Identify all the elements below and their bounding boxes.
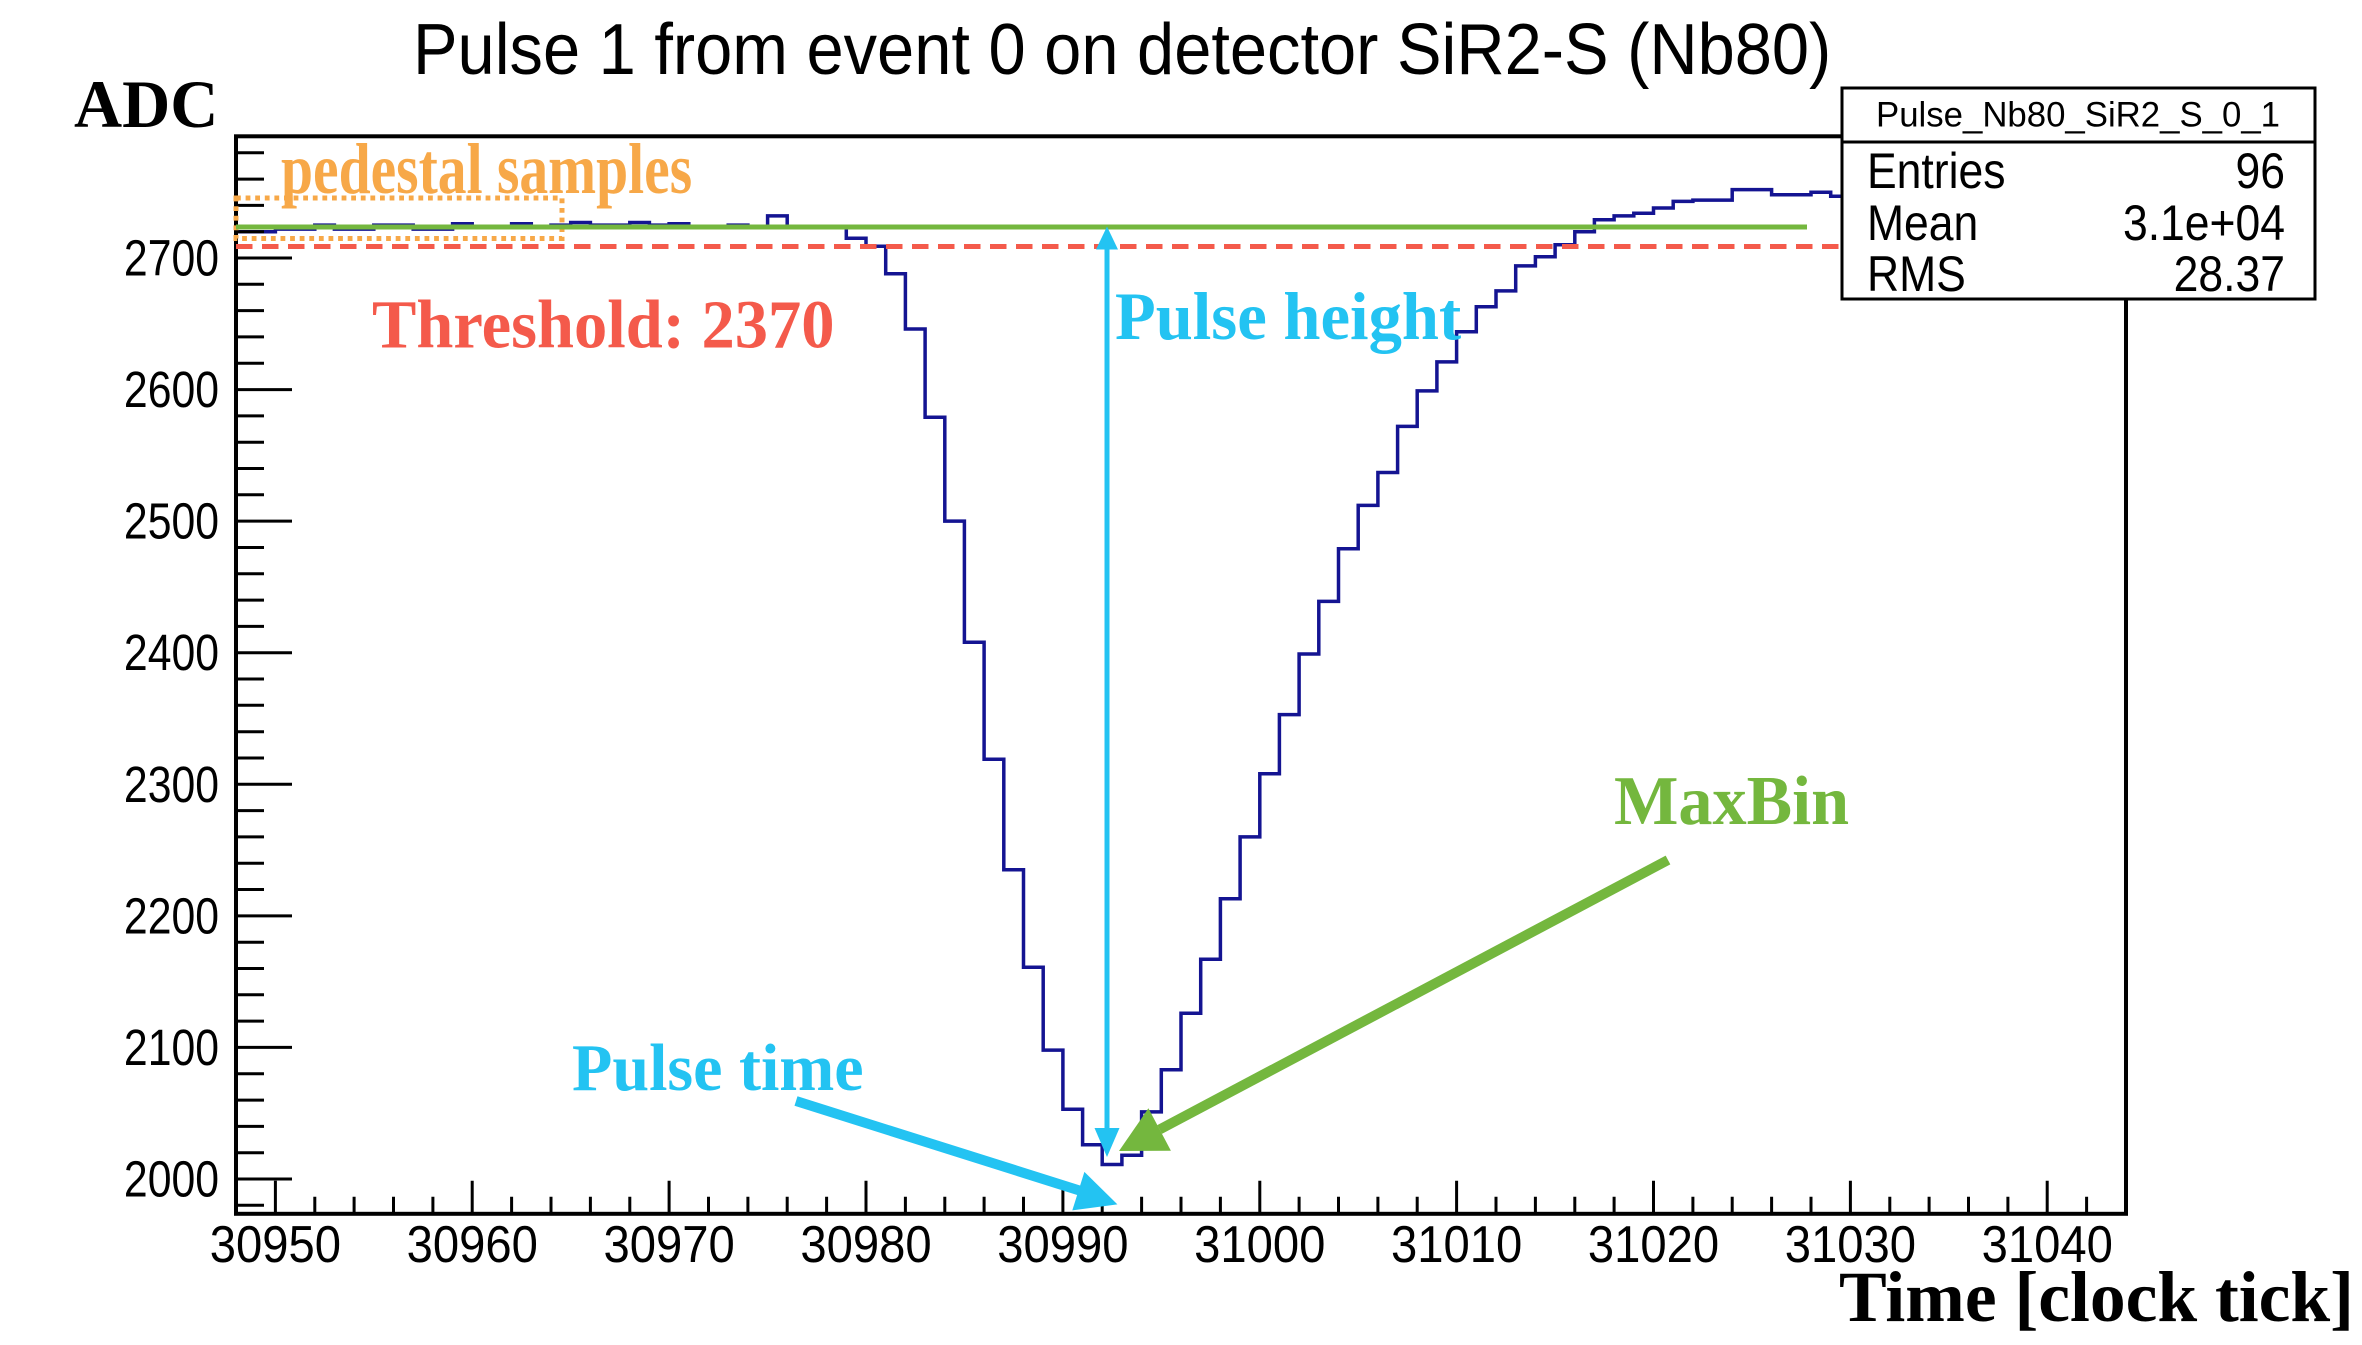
svg-text:3.1e+04: 3.1e+04 bbox=[2123, 196, 2285, 252]
svg-text:2500: 2500 bbox=[124, 492, 219, 549]
svg-text:31040: 31040 bbox=[1982, 1215, 2113, 1274]
svg-text:96: 96 bbox=[2236, 144, 2285, 200]
svg-text:pedestal samples: pedestal samples bbox=[281, 130, 692, 210]
svg-text:2400: 2400 bbox=[124, 624, 219, 681]
svg-text:Mean: Mean bbox=[1867, 196, 1978, 252]
svg-text:Pulse 1 from event 0 on detect: Pulse 1 from event 0 on detector SiR2-S … bbox=[413, 9, 1831, 90]
svg-text:Pulse_Nb80_SiR2_S_0_1: Pulse_Nb80_SiR2_S_0_1 bbox=[1876, 95, 2280, 134]
svg-text:31020: 31020 bbox=[1588, 1215, 1719, 1274]
svg-text:2000: 2000 bbox=[124, 1150, 219, 1207]
svg-text:30980: 30980 bbox=[800, 1215, 931, 1274]
svg-text:28.37: 28.37 bbox=[2174, 247, 2285, 303]
svg-text:Time [clock tick]: Time [clock tick] bbox=[1839, 1258, 2354, 1337]
svg-text:30960: 30960 bbox=[407, 1215, 538, 1274]
svg-text:MaxBin: MaxBin bbox=[1614, 761, 1849, 839]
svg-text:2300: 2300 bbox=[124, 755, 219, 812]
svg-text:Pulse time: Pulse time bbox=[572, 1032, 864, 1106]
svg-text:2100: 2100 bbox=[124, 1018, 219, 1075]
svg-text:31000: 31000 bbox=[1194, 1215, 1325, 1274]
svg-text:2700: 2700 bbox=[124, 229, 219, 286]
svg-text:RMS: RMS bbox=[1867, 247, 1966, 303]
svg-text:Pulse height: Pulse height bbox=[1115, 278, 1462, 354]
svg-text:30950: 30950 bbox=[210, 1215, 341, 1274]
svg-text:31010: 31010 bbox=[1391, 1215, 1522, 1274]
svg-text:2600: 2600 bbox=[124, 360, 219, 417]
svg-text:Threshold: 2370: Threshold: 2370 bbox=[372, 286, 835, 362]
svg-text:ADC: ADC bbox=[74, 66, 218, 142]
svg-text:2200: 2200 bbox=[124, 887, 219, 944]
svg-text:Entries: Entries bbox=[1867, 144, 2005, 200]
svg-text:30970: 30970 bbox=[603, 1215, 734, 1274]
svg-text:30990: 30990 bbox=[997, 1215, 1128, 1274]
svg-text:31030: 31030 bbox=[1785, 1215, 1916, 1274]
